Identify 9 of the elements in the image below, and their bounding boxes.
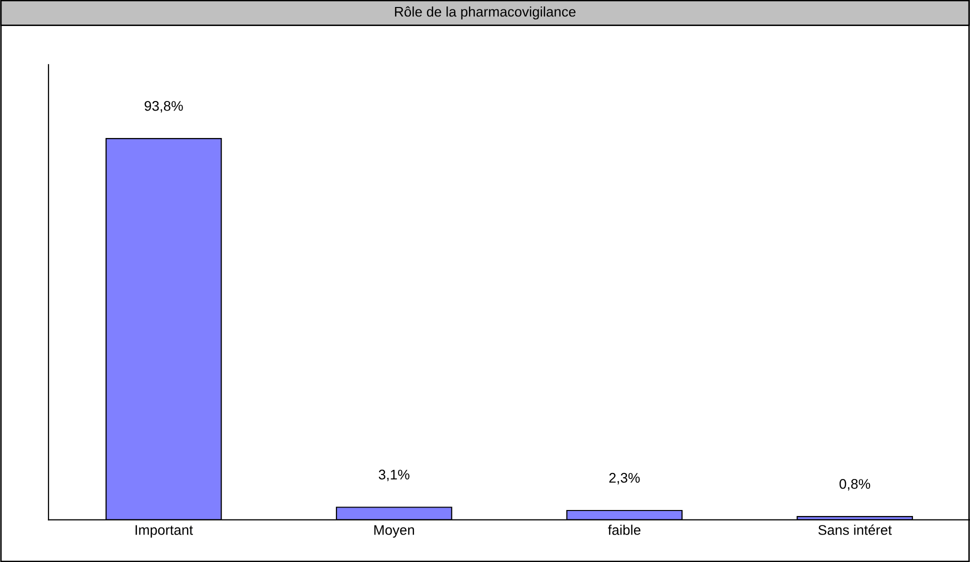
data-label: 0,8% bbox=[840, 479, 870, 490]
data-label: 93,8% bbox=[144, 101, 183, 112]
x-tick-label: faible bbox=[608, 524, 640, 535]
chart-title: Rôle de la pharmacovigilance bbox=[395, 6, 576, 20]
x-tick-label: Moyen bbox=[374, 525, 414, 538]
x-tick-label: Sans intéret bbox=[818, 524, 892, 535]
x-tick-label: Important bbox=[136, 525, 193, 538]
data-label: 3,1% bbox=[378, 470, 410, 482]
data-label: 2,3% bbox=[609, 472, 640, 484]
